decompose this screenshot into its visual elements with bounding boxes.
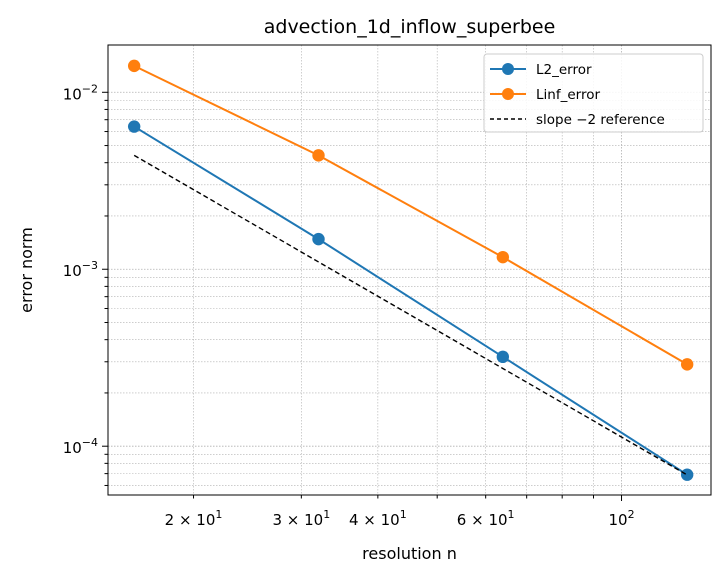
y-tick-label: 10−2	[63, 82, 98, 103]
y-tick-label: 10−4	[63, 436, 98, 457]
x-tick-label: 3 × 101	[272, 508, 330, 529]
data-point-L2_error	[312, 232, 325, 246]
data-point-Linf_error	[127, 59, 141, 73]
data-point-Linf_error	[312, 149, 325, 162]
data-point-L2_error	[680, 468, 694, 481]
series-line-L2_error	[133, 125, 688, 476]
legend-label: L2_error	[536, 62, 592, 78]
legend-label: slope −2 reference	[536, 112, 665, 128]
x-tick-label: 4 × 101	[349, 508, 407, 529]
chart-title: advection_1d_inflow_superbee	[264, 16, 556, 38]
ticks: 2 × 101 3 × 101 4 × 101 6 × 101 102 10−4 10−3 1…	[63, 82, 635, 529]
series-line-reference	[133, 154, 688, 476]
data-point-Linf_error	[496, 250, 510, 264]
y-axis-label: error norm	[17, 227, 36, 313]
data-point-L2_error	[127, 120, 141, 133]
legend-box	[483, 53, 704, 133]
data-point-L2_error	[496, 350, 510, 364]
legend-swatch-marker	[502, 88, 514, 100]
x-tick-label: 6 × 101	[457, 508, 515, 529]
data-point-Linf_error	[680, 358, 694, 371]
x-tick-label: 2 × 101	[165, 508, 223, 529]
plot-frame	[107, 44, 712, 496]
series	[127, 59, 694, 481]
legend-label: Linf_error	[536, 87, 600, 103]
y-tick-label: 10−3	[63, 259, 98, 280]
series-line-Linf_error	[133, 64, 688, 366]
legend-swatch-marker	[502, 63, 514, 75]
x-axis-label: resolution n	[362, 544, 457, 563]
x-tick-label: 102	[608, 508, 634, 529]
